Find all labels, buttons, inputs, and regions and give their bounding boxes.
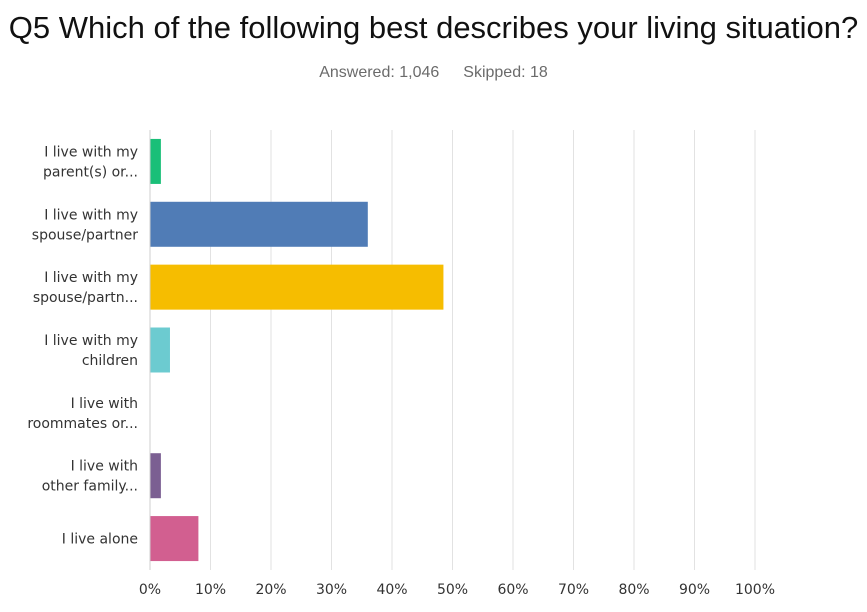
bar[interactable] <box>150 327 170 373</box>
chart-title: Q5 Which of the following best describes… <box>8 10 859 45</box>
x-tick-label: 100% <box>735 582 775 598</box>
category-label: I live with my children <box>44 333 138 369</box>
bars <box>150 138 444 562</box>
x-tick-label: 70% <box>558 582 589 598</box>
category-label: I live with roommates or... <box>27 396 138 432</box>
category-label: I live with my spouse/partn... <box>33 270 138 306</box>
x-tick-label: 0% <box>139 582 161 598</box>
category-label: I live with my parent(s) or... <box>43 144 138 180</box>
x-tick-label: 10% <box>195 582 226 598</box>
bar[interactable] <box>150 516 199 562</box>
skipped-count: Skipped: 18 <box>463 64 548 81</box>
bar[interactable] <box>150 201 368 247</box>
x-axis-ticks: 0% 10% 20% 30% 40% 50% 60% 70% 80% 90% 100% <box>139 582 775 598</box>
x-tick-label: 30% <box>316 582 347 598</box>
x-tick-label: 90% <box>679 582 710 598</box>
x-tick-label: 60% <box>497 582 528 598</box>
x-tick-label: 20% <box>255 582 286 598</box>
response-stats: Answered: 1,046 Skipped: 18 <box>0 64 867 82</box>
bar[interactable] <box>150 453 161 499</box>
x-tick-label: 50% <box>437 582 468 598</box>
x-tick-label: 40% <box>376 582 407 598</box>
category-label: I live alone <box>62 532 138 548</box>
bar[interactable] <box>150 264 444 310</box>
category-labels: I live with my parent(s) or... I live with… <box>27 144 138 547</box>
gridlines <box>210 130 756 570</box>
answered-count: Answered: 1,046 <box>319 64 440 81</box>
bar[interactable] <box>150 138 161 184</box>
category-label: I live with other family... <box>42 459 138 495</box>
x-tick-label: 80% <box>618 582 649 598</box>
category-label: I live with my spouse/partner <box>32 207 138 243</box>
